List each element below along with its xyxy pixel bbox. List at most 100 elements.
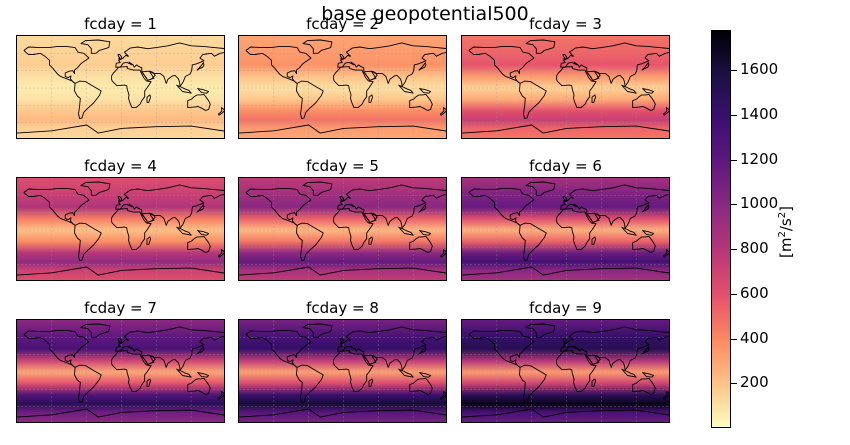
coastline-africa [333,350,374,393]
coastline-new-zealand [440,249,446,258]
coastline-uk [562,338,568,344]
coastline-eurasia [560,42,669,87]
coastline-madagascar [591,378,596,387]
map-svg [17,320,224,422]
coastline-north-america [468,45,535,84]
panel-title: fcday = 5 [306,157,379,175]
coastline-japan [418,204,427,213]
coastline-indonesia [176,84,192,94]
coastline-new-zealand [440,107,446,116]
coastline-greenland [302,323,333,338]
map-svg [17,178,224,280]
coastline-antarctica [462,408,669,418]
panel-title: fcday = 4 [84,157,157,175]
coastline-new-guinea [419,372,432,378]
coastline-uk [339,196,345,202]
heatmap-field [17,320,224,422]
coastline-africa [333,66,374,109]
coastline-uk [562,54,568,60]
coastline-arabia [141,212,156,223]
coastline-madagascar [591,94,596,103]
coastline-antarctica [17,266,224,276]
heatmap-field [239,178,446,280]
figure-title: base geopotential500 [321,3,529,25]
coastline-new-zealand [663,249,669,258]
map-svg [462,320,669,422]
coastline-uk [117,54,123,60]
coastline-new-zealand [218,107,224,116]
coastline-south-america [519,80,547,120]
coastline-north-america [245,329,312,368]
coastline-madagascar [368,236,373,245]
map-panel [16,319,225,423]
coastline-greenland [525,181,556,196]
colorbar-tick [731,383,737,385]
coastline-arabia [363,212,378,223]
coastline-indonesia [621,368,637,378]
coastline-greenland [80,39,111,54]
heatmap-field [17,36,224,138]
map-panel [238,319,447,423]
coastline-japan [196,204,205,213]
coastline-new-guinea [419,230,432,236]
coastline-new-guinea [642,372,655,378]
coastline-eurasia [337,42,446,87]
coastline-australia [632,93,656,111]
coastline-north-america [23,187,90,226]
colorbar-tick-label: 1200 [740,149,779,168]
coastline-indonesia [398,84,414,94]
coastline-antarctica [462,124,669,134]
colorbar-tick-label: 1000 [740,194,779,213]
coastline-madagascar [146,378,151,387]
coastline-south-america [74,222,102,262]
coastline-africa [111,66,152,109]
coastline-north-america [468,187,535,226]
colorbar-tick-label: 400 [740,328,769,347]
coastline-australia [409,377,433,395]
coastline-antarctica [17,408,224,418]
coastline-arabia [141,354,156,365]
coastline-greenland [80,323,111,338]
coastline-eurasia [560,184,669,229]
coastline-australia [187,235,211,253]
heatmap-field [239,36,446,138]
coastline-madagascar [146,236,151,245]
coastline-japan [641,346,650,355]
coastline-africa [556,350,597,393]
coastline-eurasia [560,326,669,371]
coastline-australia [409,93,433,111]
coastline-south-america [296,222,324,262]
heatmap-field [462,36,669,138]
colorbar-tick-label: 800 [740,239,769,258]
coastline-madagascar [368,378,373,387]
coastline-uk [117,338,123,344]
coastline-japan [641,204,650,213]
coastline-indonesia [621,84,637,94]
coastline-south-america [519,364,547,404]
coastline-australia [187,93,211,111]
map-svg [239,320,446,422]
coastline-australia [632,377,656,395]
coastline-uk [339,338,345,344]
coastline-greenland [302,39,333,54]
coastline-africa [556,66,597,109]
colorbar-tick [731,249,737,251]
coastline-new-guinea [642,88,655,94]
colorbar-tick [731,70,737,72]
coastline-indonesia [398,226,414,236]
panel-title: fcday = 3 [529,15,602,33]
coastline-south-america [74,364,102,404]
coastline-south-america [296,364,324,404]
panel-title: fcday = 2 [306,15,379,33]
colorbar-tick [731,159,737,161]
coastline-australia [187,377,211,395]
map-panel [238,35,447,139]
coastline-indonesia [621,226,637,236]
panel-title: fcday = 8 [306,299,379,317]
coastline-japan [641,62,650,71]
coastline-antarctica [239,408,446,418]
colorbar-label: [m2/s2] [777,206,795,258]
panel-title: fcday = 1 [84,15,157,33]
coastline-indonesia [398,368,414,378]
